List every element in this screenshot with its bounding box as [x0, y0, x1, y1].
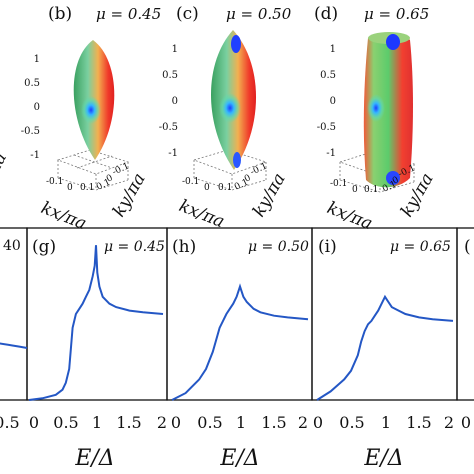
- z-tick: -1: [168, 148, 178, 159]
- x-tick-label: 0.5: [197, 413, 222, 432]
- fermi-surface-d: [363, 32, 413, 188]
- x-tick-label: 1.5: [406, 413, 431, 432]
- box-floor: [192, 149, 268, 191]
- partial-left-tick: 40: [3, 238, 21, 254]
- x-tick-label: 2: [444, 413, 454, 432]
- dos-curve: [28, 245, 164, 401]
- y-tick: 0: [105, 173, 115, 185]
- blue-tip-bottom: [386, 171, 400, 185]
- z-axis-ticks: 1 0.5 0 -0.5 -1: [317, 44, 336, 159]
- x-tick: -0.1: [46, 177, 63, 187]
- x-axis-label: E/Δ: [74, 446, 114, 471]
- x-tick-label: 0.5: [0, 413, 20, 432]
- ky-axis-label: ky/πa: [249, 170, 290, 221]
- panel-tag: (d): [314, 4, 338, 24]
- z-tick: -1: [326, 148, 336, 159]
- z-tick: 0: [172, 96, 178, 107]
- kx-axis-label: kx/πa: [38, 198, 89, 234]
- x-tick-label: 1: [92, 413, 102, 432]
- z-tick: 1: [330, 44, 336, 55]
- dos-panel-i: (i) μ = 0.65: [311, 227, 458, 401]
- x-tick-label: 1: [381, 413, 391, 432]
- z-tick: 0.5: [24, 78, 40, 89]
- x-tick-label: 2: [157, 413, 167, 432]
- blue-tip-bottom: [233, 152, 241, 168]
- blue-spot: [81, 96, 101, 124]
- x-axis-ticks: -0.1 0 0.1: [182, 177, 232, 193]
- kx-axis-label: kx/πa: [176, 196, 227, 232]
- x-tick: -0.1: [330, 179, 347, 189]
- panel-tag: (h): [172, 237, 196, 257]
- x-axis-ticks: -0.1 0 0.1: [46, 177, 94, 193]
- surface-panel-b: (b) μ = 0.45 1 0.5 0 -0.5 -1 -0.1 0 0.1: [21, 4, 162, 234]
- mu-label: μ = 0.45: [104, 239, 165, 255]
- x-tick: 0: [352, 185, 358, 195]
- dos-curve: [171, 283, 309, 401]
- x-axis-ticks: -0.1 0 0.1: [330, 179, 378, 195]
- x-tick-labels: 0.5 0 0.5 1 1.5 2 0 0.5 1 1.5 2 0 0.5 1 …: [0, 413, 471, 432]
- dos-panel-h: (h) μ = 0.50: [166, 227, 313, 401]
- panel-tag: (b): [48, 4, 72, 24]
- box-floor: [56, 149, 130, 191]
- x-axis-label: E/Δ: [219, 446, 259, 471]
- partial-right-frame: [456, 227, 474, 401]
- mu-label: μ = 0.65: [364, 5, 429, 23]
- z-tick: -0.5: [21, 126, 40, 137]
- kx-axis-label: kx/πa: [324, 198, 375, 234]
- partial-left-curve: [0, 342, 28, 349]
- z-tick: 0.5: [162, 70, 178, 81]
- z-tick: -0.5: [317, 122, 336, 133]
- panel-tag: (c): [176, 4, 199, 24]
- y-tick: 0: [243, 173, 253, 185]
- dos-curve: [316, 294, 454, 401]
- left-cut-axis-label: /πa: [0, 149, 11, 184]
- partial-right-tag: (: [464, 237, 471, 257]
- bottom-row: 40 (g) μ = 0.45 (h) μ = 0.50 (i) μ = 0.6…: [0, 227, 474, 471]
- x-tick-label: 0.5: [53, 413, 78, 432]
- surface-panel-d: (d) μ = 0.65 1 0.5 0 -0.5 -1 -0.1 0: [314, 4, 438, 234]
- x-axis-labels: E/Δ E/Δ E/Δ: [74, 446, 403, 471]
- x-tick-label: 2: [298, 413, 308, 432]
- x-tick-label: 0.5: [339, 413, 364, 432]
- y-tick: 0: [391, 175, 401, 187]
- z-axis-ticks: 1 0.5 0 -0.5 -1: [21, 54, 40, 161]
- panel-tag: (i): [318, 237, 337, 257]
- z-tick: 0.5: [320, 70, 336, 81]
- x-tick-label: 1.5: [116, 413, 141, 432]
- x-axis-label: E/Δ: [363, 446, 403, 471]
- z-tick: 0: [34, 102, 40, 113]
- x-tick: 0: [67, 183, 73, 193]
- mu-label: μ = 0.65: [390, 239, 451, 255]
- surface-panel-c: (c) μ = 0.50 1 0.5 0 -0.5 -1 -0.1 0: [159, 4, 292, 232]
- z-axis-ticks: 1 0.5 0 -0.5 -1: [159, 44, 178, 159]
- mu-label: μ = 0.50: [226, 5, 292, 23]
- z-tick: 1: [34, 54, 40, 65]
- mu-label: μ = 0.45: [96, 5, 161, 23]
- x-tick: 0.1: [218, 183, 232, 193]
- blue-tip-top: [231, 35, 241, 53]
- x-tick-label: 1.5: [261, 413, 286, 432]
- x-tick: 0.1: [80, 183, 94, 193]
- dos-panel-g: (g) μ = 0.45: [26, 227, 168, 401]
- z-tick: 1: [172, 44, 178, 55]
- blue-spot: [219, 93, 241, 123]
- x-tick: -0.1: [182, 177, 199, 187]
- blue-tip-top: [386, 34, 400, 50]
- x-tick-label: 0: [29, 413, 39, 432]
- x-tick: 0: [204, 183, 210, 193]
- mu-label: μ = 0.50: [248, 239, 309, 255]
- z-tick: 0: [330, 96, 336, 107]
- panel-tag: (g): [32, 237, 56, 257]
- x-tick-label: 0: [171, 413, 181, 432]
- z-tick: -1: [30, 150, 40, 161]
- x-tick-label: 1: [236, 413, 246, 432]
- blue-spot: [367, 94, 385, 122]
- x-tick-label: 0: [461, 413, 471, 432]
- x-tick: 0.1: [364, 185, 378, 195]
- x-tick-label: 0: [313, 413, 323, 432]
- top-row: /πa (b) μ = 0.45 1 0.5 0 -0.5 -1 -0.1: [0, 4, 438, 234]
- z-tick: -0.5: [159, 122, 178, 133]
